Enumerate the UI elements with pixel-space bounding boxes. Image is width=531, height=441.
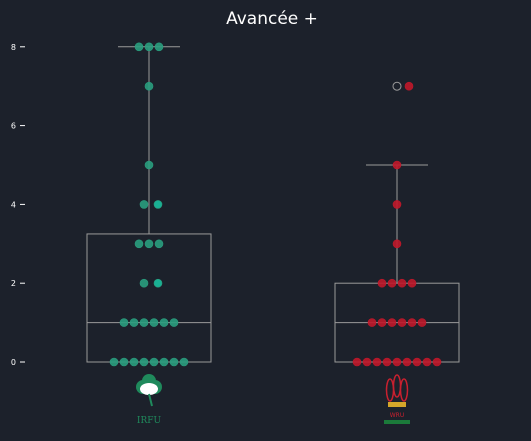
iqr-box: [86, 233, 212, 363]
shamrock-stem: [148, 393, 153, 407]
points-layer: [109, 42, 442, 367]
data-point: [134, 239, 144, 249]
data-point: [372, 357, 382, 367]
data-point: [129, 357, 139, 367]
data-point: [417, 318, 427, 327]
chart-title: Avancée +: [226, 9, 318, 29]
data-point: [392, 357, 402, 367]
data-point: [144, 239, 154, 249]
logo-caption: IRFU: [137, 416, 162, 426]
data-point: [392, 160, 402, 170]
feather-icon: [385, 378, 395, 402]
data-point: [407, 278, 417, 288]
data-point: [159, 318, 169, 327]
data-point: [432, 357, 442, 367]
data-point: [404, 81, 414, 91]
y-axis: 0 2 4 6 8: [11, 43, 25, 367]
data-point: [402, 357, 412, 367]
data-point: [139, 200, 149, 209]
data-point: [367, 318, 377, 327]
data-point: [134, 42, 144, 52]
data-point: [153, 200, 163, 209]
feather-icon: [399, 378, 409, 402]
data-point: [139, 357, 149, 367]
data-point: [169, 357, 179, 367]
box-wales: [334, 81, 460, 363]
y-tick-label: 4: [11, 200, 16, 209]
data-point: [139, 318, 149, 327]
feather-icon: [392, 374, 402, 398]
data-point: [362, 357, 372, 367]
data-point: [397, 278, 407, 288]
data-point: [387, 278, 397, 288]
data-point: [392, 239, 402, 249]
data-point: [119, 357, 129, 367]
irfu-shamrock-logo: IRFU: [136, 374, 162, 426]
data-point: [392, 200, 402, 209]
y-tick-label: 0: [11, 358, 16, 367]
data-point: [352, 357, 362, 367]
rugby-ball-icon: [140, 383, 158, 395]
data-point: [129, 318, 139, 327]
y-tick-label: 2: [11, 279, 16, 288]
data-point: [159, 357, 169, 367]
data-point: [407, 318, 417, 327]
data-point: [144, 160, 154, 170]
data-point: [119, 318, 129, 327]
box-ireland: [86, 46, 212, 363]
coronet: [388, 402, 406, 407]
data-point: [169, 318, 179, 327]
team-logos: IRFU WRU: [136, 374, 410, 426]
logo-base-bar: [384, 420, 410, 424]
data-point: [377, 318, 387, 327]
data-point: [377, 278, 387, 288]
data-point: [149, 318, 159, 327]
data-point: [144, 81, 154, 91]
logo-caption: WRU: [390, 412, 405, 419]
data-point: [144, 42, 154, 52]
y-tick-label: 8: [11, 43, 16, 52]
data-point: [154, 42, 164, 52]
wru-feathers-logo: WRU: [384, 374, 410, 424]
data-point: [179, 357, 189, 367]
data-point: [412, 357, 422, 367]
outlier-marker: [392, 81, 402, 91]
data-point: [139, 278, 149, 288]
data-point: [154, 239, 164, 249]
data-point: [397, 318, 407, 327]
y-tick-label: 6: [11, 122, 16, 131]
data-point: [422, 357, 432, 367]
data-point: [382, 357, 392, 367]
data-point: [149, 357, 159, 367]
data-point: [109, 357, 119, 367]
data-point: [387, 318, 397, 327]
data-point: [153, 278, 163, 288]
